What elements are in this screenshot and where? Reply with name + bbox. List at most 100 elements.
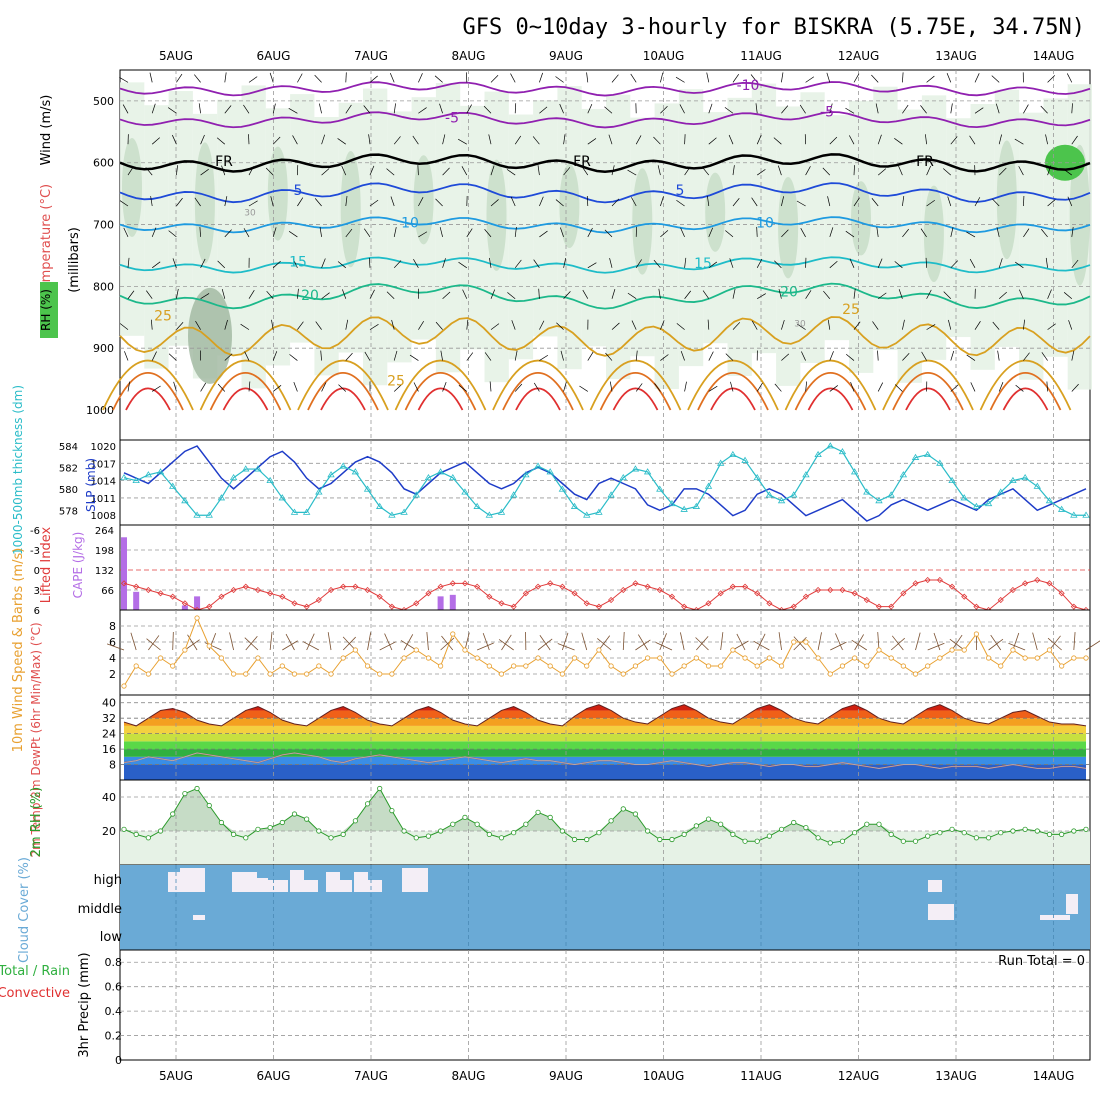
temp-tick-label: 40: [102, 697, 116, 710]
wind-speed-marker: [377, 671, 383, 677]
rh-bg: [120, 831, 1090, 865]
wind-speed-marker: [364, 663, 371, 669]
wind-barb: [555, 199, 564, 207]
surface-wind-barb: [1012, 632, 1020, 651]
surface-wind-barb: [379, 641, 396, 651]
wind-barb: [658, 288, 661, 299]
temp-tick-label: 32: [102, 712, 116, 725]
wind-barb: [122, 104, 129, 114]
cape-bar: [121, 537, 127, 610]
wind-barb: [902, 72, 904, 83]
wind-barb: [272, 385, 282, 392]
wind-barb: [797, 323, 806, 330]
slp-marker: [1033, 482, 1041, 489]
wind-barb: [587, 227, 593, 238]
surface-wind-barb: [498, 639, 514, 651]
wind-speed-marker: [1083, 655, 1089, 661]
lifted-index-marker: [875, 603, 883, 610]
wind-barb: [902, 319, 905, 330]
wind-barb: [369, 289, 375, 299]
cloud-tick-label: middle: [78, 902, 122, 917]
wind-barb: [146, 290, 153, 299]
wind-barb: [321, 134, 326, 145]
slp-marker: [278, 494, 287, 501]
contour-plus25-arc: [882, 359, 974, 411]
lifted-index-marker: [595, 603, 602, 610]
wind-barb: [848, 135, 855, 145]
wind-barb: [974, 197, 981, 207]
contour-plus25-arc: [589, 359, 682, 411]
contour-plus30-arc: [599, 372, 672, 411]
wind-speed-marker: [1046, 647, 1053, 653]
slp-marker: [534, 462, 542, 469]
contour-label: 5: [676, 183, 685, 199]
wind-barb: [321, 382, 327, 392]
wind-barb: [489, 257, 492, 268]
slp-marker: [412, 491, 420, 498]
wind-speed-marker: [937, 655, 943, 661]
wind-barb: [442, 381, 447, 392]
wind-barb: [679, 104, 685, 114]
slp-marker: [302, 508, 311, 515]
wind-barb: [1047, 75, 1056, 83]
surface-wind-barb: [990, 634, 1002, 651]
slp-marker: [376, 502, 384, 509]
wind-barb: [587, 138, 597, 145]
rh2m-marker: [608, 818, 614, 824]
wind-speed-marker: [645, 655, 651, 661]
lifted-index-marker: [948, 583, 956, 590]
rh-shade: [800, 92, 825, 364]
wind-barb: [1067, 196, 1073, 207]
contour-minus10: [119, 81, 1091, 97]
wind-speed-marker: [389, 671, 395, 677]
wind-barb: [732, 165, 735, 176]
wind-speed-marker: [535, 655, 541, 661]
wind-speed-marker: [596, 647, 602, 653]
slp-marker: [205, 511, 213, 518]
bottom-date-label: 8AUG: [452, 1069, 486, 1083]
surface-wind-barb: [327, 632, 332, 651]
slp-marker: [923, 450, 932, 458]
rh-shade: [290, 94, 315, 343]
slp-marker: [546, 468, 554, 475]
rh2m-marker: [474, 821, 480, 827]
wind-barb: [781, 229, 789, 238]
wind10m-axis-label: 10m Wind Speed & Barbs (m/s): [11, 548, 26, 753]
wind-barb: [321, 292, 330, 300]
contour-plus25-arc: [297, 359, 389, 411]
lifted-index-marker: [1070, 603, 1077, 610]
rh-shade: [727, 97, 752, 377]
wind-barb: [708, 261, 718, 269]
wind-barb: [902, 104, 909, 114]
thickness-tick-label: 584: [59, 442, 78, 453]
rh2m-marker: [693, 823, 699, 829]
wind-barb: [417, 165, 419, 176]
wind-barb: [514, 350, 518, 361]
surface-wind-barb: [187, 634, 198, 651]
slp-marker: [436, 468, 445, 475]
wind-barb: [319, 103, 322, 114]
rh2m-marker: [584, 836, 590, 843]
top-date-label: 14AUG: [1033, 49, 1075, 63]
wind-barb: [560, 350, 564, 361]
surface-wind-barb: [282, 640, 298, 651]
contour-plus25-arc: [102, 359, 194, 411]
panel-3: 8 6 4 2: [106, 609, 1100, 696]
wind-speed-marker: [1034, 655, 1040, 661]
contour-label: 15: [289, 255, 307, 271]
bottom-date-label: 12AUG: [838, 1069, 880, 1083]
surface-wind-barb: [854, 634, 864, 651]
rh2m-marker: [182, 790, 188, 797]
panel-frame: [119, 439, 1091, 526]
wind-barb: [635, 383, 643, 392]
rh2m-marker: [791, 819, 797, 826]
wind-barb: [393, 384, 402, 392]
wind-barb: [800, 227, 806, 238]
wind-speed-marker: [352, 647, 358, 653]
rh2m-marker: [876, 821, 882, 827]
contour-plus35-arc: [905, 387, 951, 411]
surface-wind-barb: [1085, 640, 1100, 651]
wind-speed-marker: [1010, 647, 1016, 653]
wind-barb: [369, 199, 379, 207]
wind-barb: [850, 381, 855, 392]
